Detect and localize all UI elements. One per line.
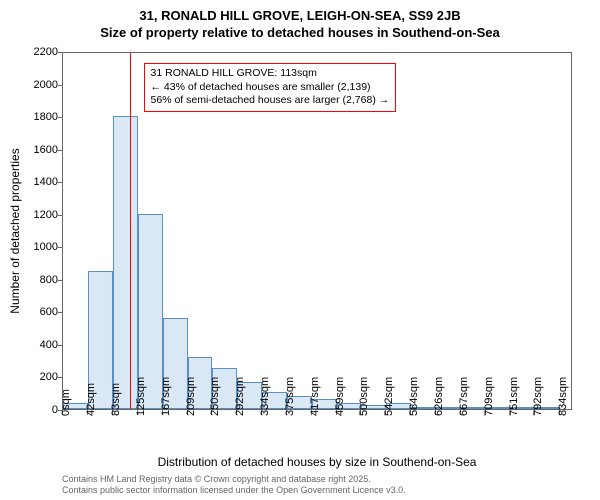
x-tick-label: 0sqm: [60, 389, 72, 416]
y-tick-label: 1600: [8, 144, 58, 156]
x-axis: 0sqm42sqm83sqm125sqm167sqm209sqm250sqm29…: [62, 410, 572, 460]
x-tick-label: 42sqm: [85, 383, 97, 416]
x-tick-label: 459sqm: [334, 377, 346, 416]
x-tick-label: 667sqm: [458, 377, 470, 416]
footer-attribution: Contains HM Land Registry data © Crown c…: [62, 474, 406, 496]
chart-title-main: 31, RONALD HILL GROVE, LEIGH-ON-SEA, SS9…: [0, 0, 600, 23]
x-tick-label: 500sqm: [358, 377, 370, 416]
histogram-bar: [113, 116, 138, 409]
y-tick-label: 2000: [8, 79, 58, 91]
y-tick-label: 1000: [8, 241, 58, 253]
x-tick-label: 709sqm: [483, 377, 495, 416]
chart-title-sub: Size of property relative to detached ho…: [0, 23, 600, 40]
y-tick-label: 200: [8, 371, 58, 383]
annotation-box: 31 RONALD HILL GROVE: 113sqm ← 43% of de…: [144, 63, 397, 112]
y-tick-label: 400: [8, 339, 58, 351]
chart-container: 31, RONALD HILL GROVE, LEIGH-ON-SEA, SS9…: [0, 0, 600, 500]
x-tick-label: 334sqm: [259, 377, 271, 416]
y-tick-label: 600: [8, 306, 58, 318]
plot-area: 31 RONALD HILL GROVE: 113sqm ← 43% of de…: [62, 52, 572, 410]
y-tick-label: 0: [8, 404, 58, 416]
annotation-line-3: 56% of semi-detached houses are larger (…: [151, 94, 390, 108]
y-tick-label: 1800: [8, 111, 58, 123]
x-tick-label: 125sqm: [135, 377, 147, 416]
y-tick-label: 1200: [8, 209, 58, 221]
x-tick-label: 83sqm: [110, 383, 122, 416]
footer-line-2: Contains public sector information licen…: [62, 485, 406, 496]
footer-line-1: Contains HM Land Registry data © Crown c…: [62, 474, 406, 485]
x-tick-label: 250sqm: [209, 377, 221, 416]
x-tick-label: 167sqm: [160, 377, 172, 416]
x-tick-label: 751sqm: [508, 377, 520, 416]
y-tick-label: 1400: [8, 176, 58, 188]
annotation-line-1: 31 RONALD HILL GROVE: 113sqm: [151, 67, 390, 81]
y-tick-label: 800: [8, 274, 58, 286]
x-tick-label: 834sqm: [557, 377, 569, 416]
y-axis: 0200400600800100012001400160018002000220…: [0, 52, 62, 410]
annotation-line-2: ← 43% of detached houses are smaller (2,…: [151, 81, 390, 95]
y-tick-label: 2200: [8, 46, 58, 58]
x-tick-label: 209sqm: [185, 377, 197, 416]
x-tick-label: 626sqm: [433, 377, 445, 416]
x-tick-label: 542sqm: [383, 377, 395, 416]
x-tick-label: 375sqm: [284, 377, 296, 416]
x-tick-label: 584sqm: [408, 377, 420, 416]
x-axis-label: Distribution of detached houses by size …: [62, 455, 572, 469]
property-marker-line: [130, 53, 131, 409]
x-tick-label: 792sqm: [532, 377, 544, 416]
x-tick-label: 417sqm: [309, 377, 321, 416]
x-tick-label: 292sqm: [234, 377, 246, 416]
